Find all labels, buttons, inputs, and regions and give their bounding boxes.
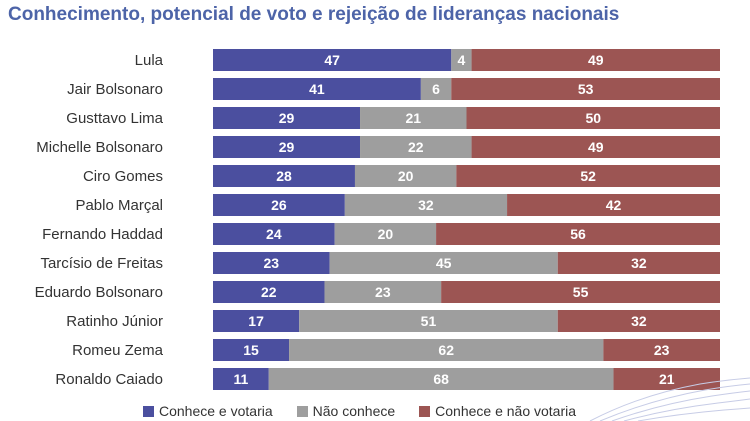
bar-jair-bolsonaro-series-1 bbox=[420, 78, 452, 100]
bar-pablo-marcal-series-0 bbox=[213, 194, 345, 216]
bar-eduardo-bolsonaro-series-2 bbox=[441, 281, 720, 303]
category-label-michelle-bolsonaro: Michelle Bolsonaro bbox=[36, 139, 163, 156]
bar-gusttavo-lima-series-1 bbox=[360, 107, 467, 129]
value-label-ciro-gomes-series-0: 28 bbox=[276, 168, 292, 184]
bar-michelle-bolsonaro-series-2 bbox=[471, 136, 720, 158]
bar-pablo-marcal-series-2 bbox=[507, 194, 720, 216]
bar-pablo-marcal-series-1 bbox=[344, 194, 508, 216]
bar-ratinho-junior-series-2 bbox=[557, 310, 720, 332]
legend-item-2: Conhece e não votaria bbox=[419, 403, 576, 419]
value-label-fernando-haddad-series-0: 24 bbox=[266, 226, 282, 242]
value-label-eduardo-bolsonaro-series-0: 22 bbox=[261, 284, 277, 300]
chart-title: Conhecimento, potencial de voto e rejeiç… bbox=[8, 4, 620, 25]
bar-ronaldo-caiado-series-1 bbox=[268, 368, 614, 390]
bar-ratinho-junior-series-0 bbox=[213, 310, 300, 332]
value-label-ronaldo-caiado-series-2: 21 bbox=[659, 371, 675, 387]
bar-ciro-gomes-series-0 bbox=[213, 165, 355, 187]
value-label-lula-series-0: 47 bbox=[324, 52, 340, 68]
bar-fernando-haddad-series-1 bbox=[334, 223, 437, 245]
value-label-eduardo-bolsonaro-series-1: 23 bbox=[375, 284, 391, 300]
category-label-ciro-gomes: Ciro Gomes bbox=[83, 168, 163, 185]
value-label-romeu-zema-series-2: 23 bbox=[654, 342, 670, 358]
bar-ciro-gomes-series-1 bbox=[354, 165, 457, 187]
value-label-tarcisio-de-freitas-series-1: 45 bbox=[436, 255, 452, 271]
category-label-tarcisio-de-freitas: Tarcísio de Freitas bbox=[40, 255, 163, 272]
value-label-ciro-gomes-series-2: 52 bbox=[580, 168, 596, 184]
bar-romeu-zema-series-0 bbox=[213, 339, 290, 361]
bar-eduardo-bolsonaro-series-0 bbox=[213, 281, 325, 303]
bar-tarcisio-de-freitas-series-2 bbox=[557, 252, 720, 274]
bar-tarcisio-de-freitas-series-1 bbox=[329, 252, 558, 274]
legend-swatch-0 bbox=[143, 405, 154, 417]
bar-ratinho-junior-series-1 bbox=[299, 310, 558, 332]
legend-swatch-1 bbox=[296, 405, 308, 417]
value-label-ratinho-junior-series-0: 17 bbox=[248, 313, 264, 329]
value-label-jair-bolsonaro-series-0: 41 bbox=[309, 81, 325, 97]
legend-item-0: Conhece e votaria bbox=[143, 403, 273, 419]
category-label-eduardo-bolsonaro: Eduardo Bolsonaro bbox=[35, 284, 163, 301]
value-label-gusttavo-lima-series-1: 21 bbox=[405, 110, 421, 126]
value-label-romeu-zema-series-0: 15 bbox=[243, 342, 259, 358]
value-label-michelle-bolsonaro-series-1: 22 bbox=[408, 139, 424, 155]
category-label-fernando-haddad: Fernando Haddad bbox=[42, 226, 163, 243]
value-label-pablo-marcal-series-1: 32 bbox=[418, 197, 434, 213]
legend-label-2: Conhece e não votaria bbox=[435, 403, 577, 419]
bar-jair-bolsonaro-series-0 bbox=[213, 78, 421, 100]
bar-tarcisio-de-freitas-series-0 bbox=[213, 252, 330, 274]
bars bbox=[213, 49, 720, 390]
value-label-lula-series-1: 4 bbox=[458, 52, 466, 68]
value-label-pablo-marcal-series-2: 42 bbox=[606, 197, 622, 213]
bar-fernando-haddad-series-0 bbox=[213, 223, 335, 245]
bar-jair-bolsonaro-series-2 bbox=[451, 78, 720, 100]
category-label-romeu-zema: Romeu Zema bbox=[72, 342, 164, 359]
value-label-jair-bolsonaro-series-2: 53 bbox=[578, 81, 594, 97]
value-label-lula-series-2: 49 bbox=[588, 52, 604, 68]
legend-label-0: Conhece e votaria bbox=[159, 403, 273, 419]
value-label-gusttavo-lima-series-2: 50 bbox=[585, 110, 601, 126]
value-label-tarcisio-de-freitas-series-0: 23 bbox=[264, 255, 280, 271]
value-label-jair-bolsonaro-series-1: 6 bbox=[432, 81, 440, 97]
value-label-eduardo-bolsonaro-series-2: 55 bbox=[573, 284, 589, 300]
bar-ronaldo-caiado-series-0 bbox=[213, 368, 269, 390]
legend-item-1: Não conhece bbox=[296, 403, 396, 419]
value-label-pablo-marcal-series-0: 26 bbox=[271, 197, 287, 213]
category-label-jair-bolsonaro: Jair Bolsonaro bbox=[67, 81, 163, 98]
bar-gusttavo-lima-series-0 bbox=[213, 107, 361, 129]
legend: Conhece e votaria Não conhece Conhece e nã… bbox=[143, 403, 600, 419]
category-label-gusttavo-lima: Gusttavo Lima bbox=[66, 110, 163, 127]
value-label-tarcisio-de-freitas-series-2: 32 bbox=[631, 255, 647, 271]
value-label-ronaldo-caiado-series-0: 11 bbox=[233, 371, 248, 387]
category-labels: Lula Jair Bolsonaro Gusttavo Lima Michelle … bbox=[35, 52, 164, 388]
value-label-michelle-bolsonaro-series-0: 29 bbox=[279, 139, 295, 155]
value-label-ratinho-junior-series-1: 51 bbox=[421, 313, 437, 329]
bar-fernando-haddad-series-2 bbox=[436, 223, 720, 245]
bar-ciro-gomes-series-2 bbox=[456, 165, 720, 187]
legend-label-1: Não conhece bbox=[312, 403, 396, 419]
value-label-fernando-haddad-series-2: 56 bbox=[570, 226, 586, 242]
bar-gusttavo-lima-series-2 bbox=[466, 107, 720, 129]
value-labels: 47 4 49 41 6 53 29 21 50 29 22 49 28 20 52 26 32 42 24 20 56… bbox=[233, 52, 674, 387]
value-label-ronaldo-caiado-series-1: 68 bbox=[433, 371, 449, 387]
category-label-pablo-marcal: Pablo Marçal bbox=[75, 197, 163, 214]
bar-lula-series-0 bbox=[213, 49, 452, 71]
bar-michelle-bolsonaro-series-0 bbox=[213, 136, 361, 158]
value-label-michelle-bolsonaro-series-2: 49 bbox=[588, 139, 604, 155]
category-label-ronaldo-caiado: Ronaldo Caiado bbox=[55, 371, 163, 388]
value-label-ciro-gomes-series-1: 20 bbox=[398, 168, 414, 184]
category-label-ratinho-junior: Ratinho Júnior bbox=[66, 313, 163, 330]
value-label-fernando-haddad-series-1: 20 bbox=[378, 226, 394, 242]
value-label-ratinho-junior-series-2: 32 bbox=[631, 313, 647, 329]
bar-michelle-bolsonaro-series-1 bbox=[360, 136, 472, 158]
stacked-bar-chart: Lula Jair Bolsonaro Gusttavo Lima Michelle … bbox=[35, 49, 720, 390]
category-label-lula: Lula bbox=[135, 52, 164, 69]
bar-romeu-zema-series-1 bbox=[289, 339, 604, 361]
bar-eduardo-bolsonaro-series-1 bbox=[324, 281, 442, 303]
value-label-gusttavo-lima-series-0: 29 bbox=[279, 110, 295, 126]
bar-lula-series-1 bbox=[451, 49, 472, 71]
bar-lula-series-2 bbox=[471, 49, 720, 71]
legend-swatch-2 bbox=[419, 405, 431, 417]
bar-romeu-zema-series-2 bbox=[603, 339, 720, 361]
value-label-romeu-zema-series-1: 62 bbox=[438, 342, 454, 358]
